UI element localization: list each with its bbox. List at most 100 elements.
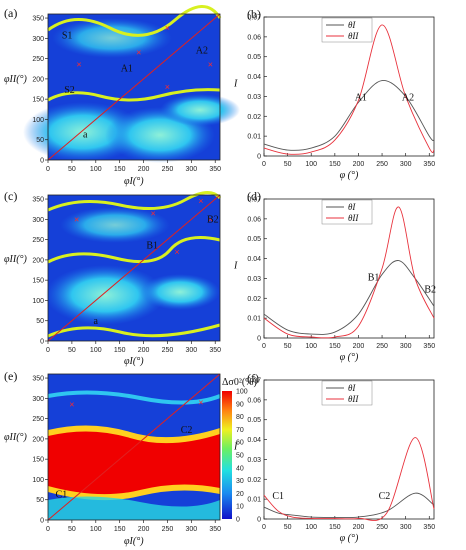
heatmap-e-lower-band [48, 496, 220, 520]
y-tick-label: 150 [32, 457, 44, 464]
x-tick-label: 350 [423, 343, 435, 350]
plot-frame [47, 194, 221, 342]
y-tick-label: 0 [40, 339, 44, 346]
y-tick-label: 0.06 [247, 34, 261, 41]
y-tick-label: 250 [32, 416, 44, 423]
x-tick-label: 200 [138, 526, 150, 533]
heatmap-a-blob [160, 94, 240, 126]
y-tick-label: 50 [36, 497, 44, 504]
panel-a-xlabel: φI(°) [124, 176, 144, 187]
x-marker: × [208, 60, 213, 70]
colorbar-tick-label: 20 [236, 491, 244, 498]
panel-c-xticks: 0 50 100 150 200 250 300 350 [46, 194, 221, 354]
heatmap-e-red-band [48, 431, 220, 495]
y-tick-label: 150 [32, 278, 44, 285]
y-tick-label: 0.06 [247, 397, 261, 404]
y-tick-label: 350 [32, 16, 44, 23]
annotation-label: C2 [181, 425, 193, 436]
x-tick-label: 200 [138, 347, 150, 354]
y-tick-label: 0.07 [247, 15, 261, 22]
y-tick-label: 0.05 [247, 54, 261, 61]
panel-a-label: (a) [4, 6, 17, 20]
y-tick-label: 250 [32, 56, 44, 63]
annotation-label: B2 [207, 215, 219, 226]
colorbar-tick-label: 100 [236, 389, 248, 396]
annotation-label: A2 [402, 92, 414, 103]
y-tick-label: 0 [257, 517, 261, 524]
series-line-theta-ii [263, 24, 435, 155]
legend-box [321, 380, 373, 406]
annotation-label: A2 [196, 46, 208, 57]
x-tick-label: 200 [353, 161, 365, 168]
x-tick-label: 100 [90, 166, 102, 173]
panel-e-label: (e) [4, 369, 17, 383]
heatmap-e-ridge [47, 390, 221, 405]
annotation-label: S2 [64, 85, 75, 96]
colorbar-tick-label: 30 [236, 478, 244, 485]
annotation-label: B1 [368, 272, 380, 283]
x-axis-label: φ (°) [340, 170, 359, 181]
y-tick-label: 200 [32, 76, 44, 83]
panel-c-xlabel: φI(°) [124, 356, 144, 367]
annotation-label: B1 [146, 241, 158, 252]
y-axis-label: I [233, 442, 238, 453]
plot-frame [47, 13, 221, 161]
x-tick-label: 0 [262, 524, 266, 531]
y-tick-label: 300 [32, 396, 44, 403]
heatmap-c-diagonal [47, 194, 221, 342]
x-marker: × [165, 82, 170, 92]
legend-label: θI [348, 202, 356, 212]
x-tick-label: 150 [114, 526, 126, 533]
panel-d-label: (d) [247, 189, 261, 203]
y-tick-label: 0.06 [247, 216, 261, 223]
plot-frame [47, 373, 221, 521]
y-tick-label: 0.03 [247, 276, 261, 283]
y-tick-label: 350 [32, 197, 44, 204]
x-tick-label: 100 [305, 343, 317, 350]
heatmap-c-blob [45, 265, 165, 325]
y-tick-label: 100 [32, 117, 44, 124]
legend-label: θII [348, 394, 359, 404]
x-tick-label: 300 [185, 347, 197, 354]
panel-b-label: (b) [247, 7, 261, 21]
x-tick-label: 300 [185, 526, 197, 533]
y-tick-label: 50 [36, 318, 44, 325]
x-tick-label: 350 [209, 166, 221, 173]
x-tick-label: 250 [162, 526, 174, 533]
x-marker: × [174, 247, 179, 257]
colorbar-tick-label: 70 [236, 427, 244, 434]
x-tick-label: 200 [353, 343, 365, 350]
x-marker: × [165, 23, 170, 33]
x-marker: × [208, 214, 213, 224]
y-tick-label: 50 [36, 137, 44, 144]
x-tick-label: 250 [162, 166, 174, 173]
panel-e-yticks: 0 50 100 150 200 250 300 350 [32, 376, 48, 525]
heatmap-c-ridge [47, 323, 221, 338]
series-line-theta-ii [263, 437, 435, 521]
panel-a-annotations: × × × × × S1 S2 a A1 A2 [62, 23, 213, 140]
heatmap-e-diagonal [47, 373, 221, 521]
colorbar-tick-label: 90 [236, 401, 244, 408]
series-line-theta-i [263, 492, 435, 519]
y-tick-label: 0.02 [247, 114, 261, 121]
x-marker: × [69, 399, 74, 409]
x-tick-label: 250 [376, 161, 388, 168]
annotation-label: A1 [121, 64, 133, 75]
x-marker: × [74, 214, 79, 224]
x-tick-label: 0 [46, 347, 50, 354]
y-tick-label: 0.05 [247, 417, 261, 424]
y-tick-label: 200 [32, 436, 44, 443]
x-marker: × [198, 196, 203, 206]
colorbar-ticks: 0 10 20 30 40 50 60 70 80 90 100 [236, 389, 248, 524]
annotation-label: a [94, 316, 99, 327]
x-marker: × [76, 60, 81, 70]
x-tick-label: 50 [284, 524, 292, 531]
x-tick-label: 350 [209, 347, 221, 354]
x-tick-label: 300 [400, 161, 412, 168]
x-tick-label: 200 [138, 166, 150, 173]
legend-label: θI [348, 383, 356, 393]
x-tick-label: 0 [262, 161, 266, 168]
panel-e-xticks: 0 50 100 150 200 250 300 350 [46, 373, 221, 533]
annotation-label: C1 [56, 490, 68, 501]
